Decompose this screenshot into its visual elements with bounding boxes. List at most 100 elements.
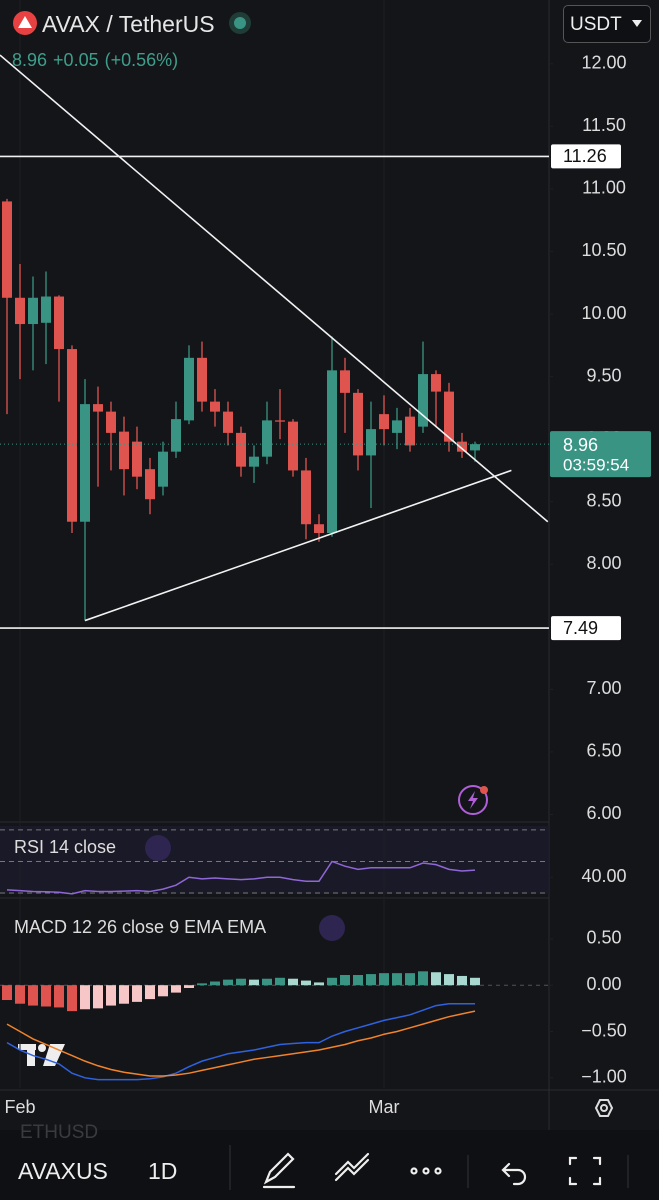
ghost-symbol: ETHUSD	[20, 1122, 99, 1143]
candle-body	[80, 404, 90, 522]
rsi-band-fill	[0, 826, 549, 894]
histogram-bar	[314, 982, 324, 986]
histogram-bar	[132, 985, 142, 1002]
histogram-bar	[457, 975, 467, 986]
macd-line	[6, 1010, 476, 1077]
histogram-bar	[223, 979, 233, 986]
candle-body	[457, 441, 467, 452]
pane-title: RSI 14 close	[14, 837, 116, 857]
pane-toggle[interactable]	[145, 835, 171, 861]
undo[interactable]	[501, 1162, 527, 1186]
last-price-label: 8.96	[563, 435, 598, 455]
candle-body	[301, 470, 311, 525]
symbol-button[interactable]: AVAXUS	[18, 1158, 108, 1184]
pane-toggle[interactable]	[319, 915, 345, 941]
candle-body	[145, 469, 155, 500]
x-tick-label: Mar	[369, 1097, 400, 1117]
candle-body	[210, 401, 220, 412]
y-tick-label: 8.50	[586, 490, 621, 510]
candle-body	[132, 441, 142, 477]
symbol-name: AVAX / TetherUS	[42, 11, 215, 37]
tv-logo	[18, 1044, 65, 1066]
histogram-bar	[171, 985, 181, 993]
price-label: 7.49	[563, 618, 598, 638]
alert-icon[interactable]	[458, 785, 488, 815]
histogram-bar	[327, 977, 337, 986]
indicators[interactable]	[334, 1152, 370, 1182]
last-price-box	[550, 431, 651, 478]
currency-select[interactable]: USDT	[563, 5, 651, 43]
quote: 8.96 +0.05 (+0.56%)	[12, 50, 184, 71]
change-percent: (+0.56%)	[104, 50, 179, 70]
histogram-bar	[15, 985, 25, 1004]
candle-body	[405, 416, 415, 446]
pane-title: MACD 12 26 close 9 EMA EMA	[14, 917, 266, 937]
candle-body	[249, 456, 259, 467]
y-tick-label: −0.50	[581, 1020, 627, 1040]
market-status	[228, 12, 251, 34]
symbol-title[interactable]: AVAX / TetherUS	[12, 10, 253, 38]
histogram-bar	[236, 978, 246, 986]
more[interactable]	[410, 1167, 442, 1175]
histogram-bar	[54, 985, 64, 1008]
histogram-bar	[379, 973, 389, 986]
trendline	[84, 469, 512, 622]
candle-body	[223, 411, 233, 433]
interval-button[interactable]: 1D	[148, 1158, 178, 1184]
histogram-bar	[444, 974, 454, 986]
histogram-bar	[158, 985, 168, 997]
y-tick-label: 10.50	[581, 240, 626, 260]
histogram-bar	[431, 972, 441, 986]
candle-body	[379, 414, 389, 430]
y-tick-label: 9.50	[586, 365, 621, 385]
draw-tool[interactable]	[262, 1152, 296, 1189]
candle-body	[67, 349, 77, 522]
fullscreen[interactable]	[568, 1156, 602, 1186]
settings-icon[interactable]	[594, 1099, 614, 1117]
price-label-box	[551, 616, 621, 641]
avax-logo	[13, 11, 37, 35]
candle-body	[353, 392, 363, 456]
candle-body	[41, 296, 51, 323]
countdown: 03:59:54	[563, 456, 629, 475]
candle-body	[119, 431, 129, 470]
histogram-bar	[366, 974, 376, 986]
histogram-bar	[288, 978, 298, 986]
macd-line	[6, 1002, 475, 1081]
rsi-line	[6, 860, 476, 895]
histogram-bar	[106, 985, 116, 1006]
histogram-bar	[2, 985, 12, 1001]
candle-body	[366, 429, 376, 456]
histogram-bar	[392, 973, 402, 986]
price-label: 11.26	[563, 146, 607, 166]
y-tick-label: 7.00	[586, 678, 621, 698]
y-tick-label: 6.50	[586, 741, 621, 761]
toolbar-icons	[229, 1145, 629, 1190]
y-tick-label: 10.00	[581, 303, 626, 323]
y-tick-label: −1.00	[581, 1067, 627, 1087]
candle-body	[197, 357, 207, 402]
histogram-bar	[275, 977, 285, 986]
chart: 6.006.507.007.508.008.509.009.5010.0010.…	[0, 0, 659, 1130]
candle-body	[28, 297, 38, 325]
histogram-bar	[119, 985, 129, 1004]
histogram-bar	[93, 985, 103, 1009]
dropdown-arrow	[632, 20, 642, 32]
histogram-bar	[67, 985, 77, 1012]
candle-body	[15, 297, 25, 325]
price-label-box	[551, 144, 621, 169]
histogram-bar	[405, 973, 415, 986]
candle-body	[93, 404, 103, 412]
histogram-bar	[249, 979, 259, 986]
y-tick-label: 12.00	[581, 53, 626, 73]
candle-body	[431, 374, 441, 392]
histogram-bar	[353, 975, 363, 986]
candle-body	[171, 419, 181, 452]
histogram-bar	[41, 985, 51, 1007]
histogram-bar	[470, 977, 480, 986]
histogram-bar	[262, 978, 272, 986]
change: +0.05	[53, 50, 99, 70]
histogram-bar	[28, 985, 38, 1006]
candle-body	[288, 421, 298, 471]
